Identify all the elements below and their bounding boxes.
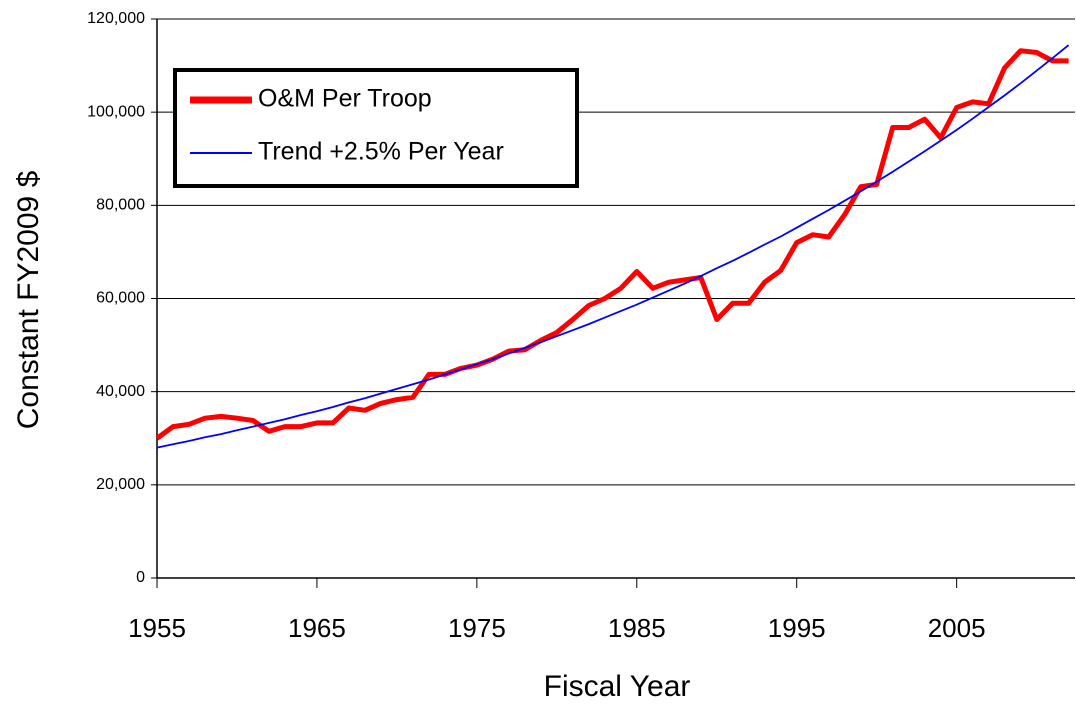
x-tick-label: 1995	[768, 613, 826, 643]
x-tick-label: 1975	[448, 613, 506, 643]
x-tick-label: 2005	[928, 613, 986, 643]
y-tick-label: 120,000	[87, 10, 145, 27]
legend-box	[173, 68, 579, 188]
x-tick-label: 1965	[288, 613, 346, 643]
legend-label: Trend +2.5% Per Year	[258, 138, 504, 166]
y-tick-label: 60,000	[96, 290, 145, 307]
y-tick-label: 80,000	[96, 197, 145, 214]
y-tick-label: 20,000	[96, 476, 145, 493]
y-tick-label: 0	[136, 569, 145, 586]
x-tick-label: 1955	[128, 613, 186, 643]
x-axis-label: Fiscal Year	[544, 670, 691, 703]
legend-label: O&M Per Troop	[258, 85, 432, 113]
y-axis-label: Constant FY2009 $	[12, 170, 45, 429]
y-tick-label: 40,000	[96, 383, 145, 400]
legend: O&M Per Troop Trend +2.5% Per Year	[173, 68, 579, 188]
y-tick-label: 100,000	[87, 103, 145, 120]
line-series	[155, 48, 1069, 441]
line-series	[156, 44, 1070, 449]
x-tick-label: 1985	[608, 613, 666, 643]
